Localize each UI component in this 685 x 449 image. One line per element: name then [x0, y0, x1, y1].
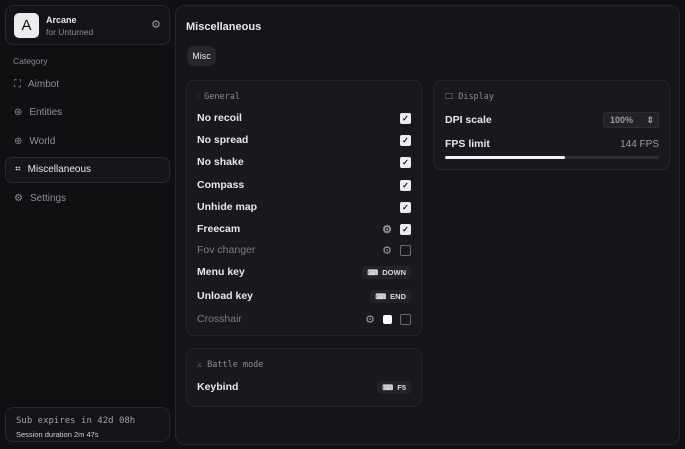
row-menu-key: Menu key ⌨ DOWN — [197, 263, 411, 281]
checkbox[interactable]: ✓ — [400, 156, 411, 168]
checkbox[interactable]: ✓ — [400, 112, 411, 124]
row-fov-changer: Fov changer ⚙ — [197, 241, 411, 259]
scan-icon: ⊛ — [14, 107, 23, 118]
sliders-icon: ⫶ — [197, 92, 200, 102]
sidebar-item-label: World — [29, 135, 56, 147]
fps-label: FPS limit — [445, 138, 490, 150]
gear-icon[interactable]: ⚙ — [382, 223, 392, 236]
settings-gear-icon[interactable]: ⚙ — [151, 19, 161, 31]
keyboard-icon: ⌨ — [367, 267, 379, 277]
subscription-panel: Sub expires in 42d 08h Session duration … — [5, 407, 170, 442]
keyboard-icon: ⌨ — [382, 382, 394, 392]
keybind-button[interactable]: ⌨ DOWN — [362, 265, 411, 279]
row-label: Freecam — [197, 223, 241, 235]
checkbox[interactable] — [400, 313, 411, 325]
battle-header: ⚔ Battle mode — [197, 360, 263, 370]
checkbox[interactable]: ✓ — [400, 179, 411, 191]
battle-title: Battle mode — [207, 360, 264, 370]
row-no-spread: No spread ✓ — [197, 131, 411, 149]
subscription-expiry: Sub expires in 42d 08h — [16, 416, 136, 426]
row-freecam: Freecam ⚙ ✓ — [197, 220, 411, 238]
row-label: No recoil — [197, 112, 242, 124]
sidebar-item-aimbot[interactable]: ⛶ Aimbot — [5, 71, 170, 97]
category-label: Category — [13, 56, 48, 66]
row-label: Crosshair — [197, 313, 242, 325]
keyboard-icon: ⌨ — [375, 291, 387, 301]
row-label: No spread — [197, 134, 249, 146]
brand-card: A Arcane for Unturned ⚙ — [5, 5, 170, 45]
checkbox[interactable] — [400, 244, 411, 256]
globe-icon: ⊕ — [14, 135, 23, 147]
keybind-button[interactable]: ⌨ END — [370, 289, 411, 303]
crosshair-icon: ⛶ — [14, 78, 21, 90]
general-header: ⫶ General — [197, 92, 240, 102]
keybind-value: F5 — [397, 382, 406, 392]
row-label: Unload key — [197, 290, 254, 302]
sidebar-item-settings[interactable]: ⚙ Settings — [5, 185, 170, 211]
fps-slider-fill — [445, 156, 565, 159]
general-title: General — [204, 92, 240, 102]
checkbox[interactable]: ✓ — [400, 223, 411, 235]
sidebar-item-label: Entities — [29, 107, 63, 118]
row-unload-key: Unload key ⌨ END — [197, 287, 411, 305]
gear-icon[interactable]: ⚙ — [365, 313, 375, 326]
app-subtitle: for Unturned — [46, 27, 94, 37]
display-title: Display — [458, 92, 495, 102]
grid-icon: ⌗ — [15, 164, 21, 175]
gear-icon[interactable]: ⚙ — [382, 244, 392, 257]
keybind-row: Keybind ⌨ F5 — [197, 378, 411, 396]
row-crosshair: Crosshair ⚙ — [197, 310, 411, 328]
dpi-value: 100% — [610, 115, 634, 125]
gear-icon: ⚙ — [14, 192, 23, 204]
key-value: END — [390, 291, 406, 301]
fps-value: 144 FPS — [620, 138, 659, 150]
checkbox[interactable]: ✓ — [400, 134, 411, 146]
key-value: DOWN — [382, 267, 406, 277]
stepper-icon[interactable]: ⇕ — [646, 114, 654, 125]
page-title: Miscellaneous — [186, 21, 262, 33]
sidebar-item-world[interactable]: ⊕ World — [5, 128, 170, 154]
row-no-shake: No shake ✓ — [197, 153, 411, 171]
monitor-icon: 🖵 — [445, 92, 454, 102]
color-swatch[interactable] — [383, 314, 392, 324]
session-duration: Session duration 2m 47s — [16, 430, 99, 439]
sidebar-item-label: Aimbot — [28, 78, 60, 90]
row-label: Menu key — [197, 266, 245, 278]
sidebar-item-label: Miscellaneous — [27, 164, 92, 175]
sidebar-item-label: Settings — [29, 192, 67, 204]
sidebar-item-entities[interactable]: ⊛ Entities — [5, 100, 170, 126]
row-label: Unhide map — [197, 201, 258, 213]
checkbox[interactable]: ✓ — [400, 201, 411, 213]
app-logo: A — [14, 13, 39, 38]
dpi-label: DPI scale — [445, 114, 492, 126]
row-no-recoil: No recoil ✓ — [197, 109, 411, 127]
sidebar-item-miscellaneous[interactable]: ⌗ Miscellaneous — [5, 156, 170, 183]
row-label: No shake — [197, 156, 244, 168]
battle-icon: ⚔ — [197, 360, 203, 370]
battle-mode-card — [186, 348, 422, 407]
keybind-label: Keybind — [197, 381, 239, 393]
dpi-row: DPI scale 100% ⇕ — [445, 111, 659, 129]
row-label: Fov changer — [197, 244, 256, 256]
dpi-scale-input[interactable]: 100% ⇕ — [603, 112, 659, 128]
row-unhide-map: Unhide map ✓ — [197, 198, 411, 216]
row-compass: Compass ✓ — [197, 176, 411, 194]
fps-row: FPS limit 144 FPS — [445, 135, 659, 153]
display-header: 🖵 Display — [445, 92, 494, 102]
app-name: Arcane — [46, 15, 77, 25]
keybind-button[interactable]: ⌨ F5 — [377, 380, 411, 394]
tab-misc[interactable]: Misc — [187, 46, 216, 66]
row-label: Compass — [197, 179, 245, 191]
fps-slider[interactable] — [445, 156, 659, 159]
